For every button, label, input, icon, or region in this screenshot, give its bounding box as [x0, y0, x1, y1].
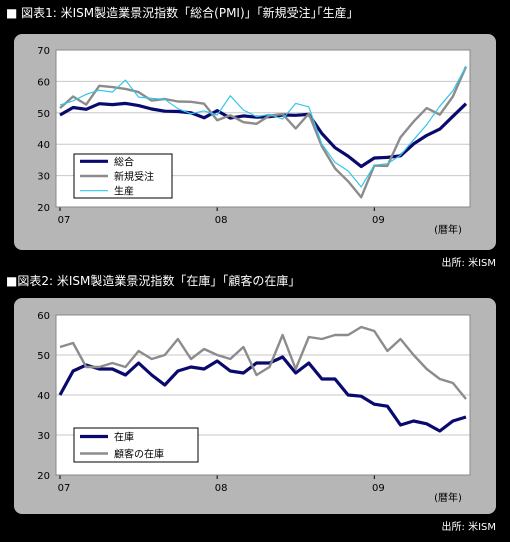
chart1-title: ■ 図表1: 米ISM製造業景況指数「総合(PMI)」｢新規受注｣｢生産｣ [6, 6, 353, 20]
x-axis-label: (暦年) [434, 223, 462, 236]
series-line-2 [59, 325, 467, 400]
legend-box [73, 427, 199, 463]
x-tick-label: 08 [215, 483, 228, 494]
chart2-source: 出所: 米ISM [441, 522, 496, 533]
legend-label: 総合 [114, 155, 134, 168]
series-line-1 [58, 355, 467, 433]
y-tick-label: 50 [37, 351, 50, 362]
legend-label: 新規受注 [114, 170, 154, 183]
x-tick-label: 08 [215, 215, 228, 226]
legend-label: 在庫 [114, 431, 134, 444]
y-tick-label: 20 [37, 203, 50, 214]
y-tick-label: 50 [37, 109, 50, 120]
series-line-2 [59, 66, 468, 199]
legend-label: 顧客の在庫 [114, 448, 164, 461]
chart1-source: 出所: 米ISM [441, 258, 496, 269]
y-tick-label: 30 [37, 431, 50, 442]
plot-border [55, 49, 471, 208]
x-axis-label: (暦年) [434, 491, 462, 504]
legend-label: 生産 [114, 185, 134, 198]
x-tick-label: 09 [372, 215, 385, 226]
y-tick-label: 30 [37, 172, 50, 183]
y-tick-label: 40 [37, 140, 50, 151]
y-tick-label: 40 [37, 391, 50, 402]
y-tick-label: 60 [37, 311, 50, 322]
chart2-title: ■図表2: 米ISM製造業景況指数「在庫」「顧客の在庫」 [6, 274, 301, 288]
series-line-3 [59, 66, 467, 188]
plot-border [55, 314, 471, 476]
x-tick-label: 09 [372, 483, 385, 494]
y-tick-label: 20 [37, 471, 50, 482]
y-tick-label: 70 [37, 46, 50, 57]
y-tick-label: 60 [37, 77, 50, 88]
x-tick-label: 07 [58, 483, 71, 494]
x-tick-label: 07 [58, 215, 71, 226]
